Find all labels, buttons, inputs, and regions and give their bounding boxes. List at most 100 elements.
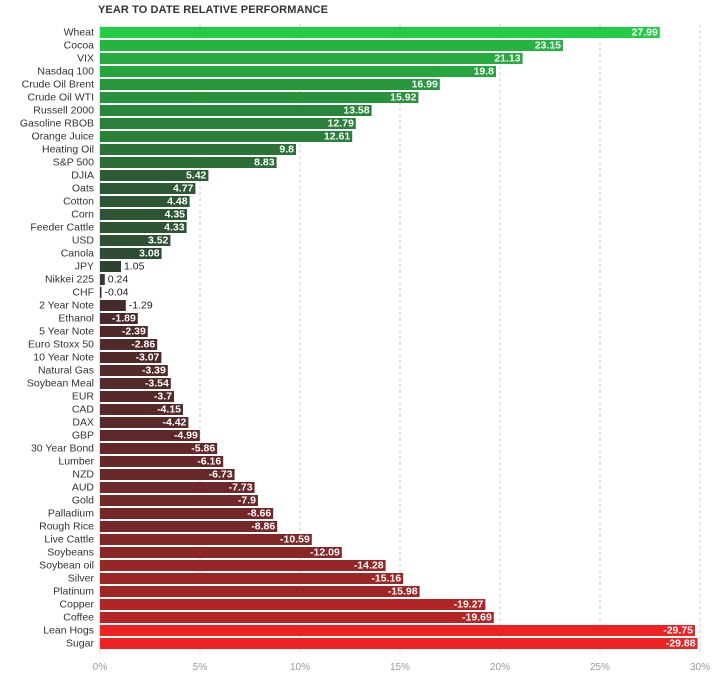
bar (100, 534, 312, 545)
category-label: Sugar (66, 638, 95, 650)
category-label: S&P 500 (53, 157, 94, 169)
category-label: Gold (72, 495, 94, 507)
value-label: 12.61 (324, 131, 350, 143)
bar (100, 378, 171, 389)
value-label: -3.07 (135, 352, 159, 364)
bar (100, 248, 162, 259)
value-label: -14.28 (354, 560, 384, 572)
value-label: 8.83 (254, 157, 275, 169)
value-label: 23.15 (535, 40, 561, 52)
value-label: 3.08 (139, 248, 160, 260)
category-label: Ethanol (58, 313, 94, 325)
category-label: Cocoa (64, 40, 95, 52)
bar (100, 599, 486, 610)
bar (100, 573, 404, 584)
bar (100, 287, 102, 298)
value-label: -2.86 (131, 339, 155, 351)
value-label: 1.05 (124, 261, 145, 273)
value-label: 13.58 (343, 105, 369, 117)
bar (100, 508, 274, 519)
value-label: -4.42 (162, 417, 186, 429)
category-label: Rough Rice (39, 521, 94, 533)
value-label: -29.75 (663, 625, 693, 637)
category-label: JPY (75, 261, 94, 273)
value-label: 21.13 (494, 53, 520, 65)
bars: Wheat 27.99 Cocoa 23.15 VIX 21.13 Nasdaq 100 19… (20, 27, 698, 650)
bar (100, 404, 183, 415)
value-label: -8.66 (247, 508, 271, 520)
value-label: 0.24 (108, 274, 129, 286)
x-tick-label: 10% (290, 662, 310, 673)
value-label: -5.86 (191, 443, 215, 455)
category-label: Platinum (53, 586, 94, 598)
bar (100, 547, 342, 558)
bar (100, 66, 496, 77)
bar (100, 222, 187, 233)
category-label: Euro Stoxx 50 (28, 339, 94, 351)
category-label: 5 Year Note (39, 326, 94, 338)
bar (100, 27, 660, 38)
bar (100, 443, 218, 454)
category-label: Nasdaq 100 (37, 66, 94, 78)
category-label: 10 Year Note (33, 352, 94, 364)
value-label: -6.73 (209, 469, 233, 481)
bar (100, 430, 200, 441)
category-label: 2 Year Note (39, 300, 94, 312)
category-label: Lumber (58, 456, 94, 468)
value-label: -1.29 (129, 300, 153, 312)
chart-title: YEAR TO DATE RELATIVE PERFORMANCE (98, 4, 329, 16)
bar (100, 456, 224, 467)
value-label: 4.35 (165, 209, 186, 221)
value-label: -3.39 (142, 365, 166, 377)
bar (100, 79, 440, 90)
category-label: GBP (72, 430, 94, 442)
bar (100, 235, 171, 246)
bar (100, 40, 563, 51)
bar (100, 482, 255, 493)
bar (100, 495, 258, 506)
value-label: 15.92 (390, 92, 416, 104)
value-label: -1.89 (112, 313, 136, 325)
bar (100, 612, 494, 623)
value-label: -8.86 (251, 521, 275, 533)
bar (100, 560, 386, 571)
category-label: Orange Juice (32, 131, 95, 143)
category-label: Russell 2000 (33, 105, 94, 117)
category-label: Silver (68, 573, 95, 585)
value-label: -6.16 (197, 456, 221, 468)
category-label: Feeder Cattle (30, 222, 94, 234)
value-label: 19.8 (474, 66, 495, 78)
category-label: NZD (72, 469, 94, 481)
category-label: DJIA (71, 170, 94, 182)
bar (100, 313, 138, 324)
bar (100, 170, 209, 181)
category-label: VIX (77, 53, 94, 65)
bar (100, 105, 372, 116)
bar (100, 274, 105, 285)
category-label: Coffee (63, 612, 94, 624)
category-label: Gasoline RBOB (20, 118, 94, 130)
bar (100, 521, 278, 532)
category-label: Lean Hogs (43, 625, 94, 637)
bar (100, 53, 523, 64)
value-label: -4.99 (174, 430, 198, 442)
value-label: -15.16 (371, 573, 401, 585)
x-axis: 0% 5% 10% 15% 20% 25% 30% (93, 662, 710, 673)
bar (100, 131, 353, 142)
category-label: DAX (72, 417, 94, 429)
category-label: Canola (61, 248, 94, 260)
x-tick-label: 0% (93, 662, 108, 673)
x-tick-label: 5% (193, 662, 208, 673)
category-label: Heating Oil (42, 144, 94, 156)
value-label: 4.33 (164, 222, 185, 234)
category-label: Corn (71, 209, 94, 221)
category-label: Soybeans (47, 547, 94, 559)
x-tick-label: 30% (690, 662, 710, 673)
category-label: Crude Oil WTI (27, 92, 94, 104)
value-label: 27.99 (632, 27, 658, 39)
bar (100, 469, 235, 480)
bar (100, 365, 168, 376)
category-label: Natural Gas (38, 365, 94, 377)
category-label: CAD (72, 404, 95, 416)
